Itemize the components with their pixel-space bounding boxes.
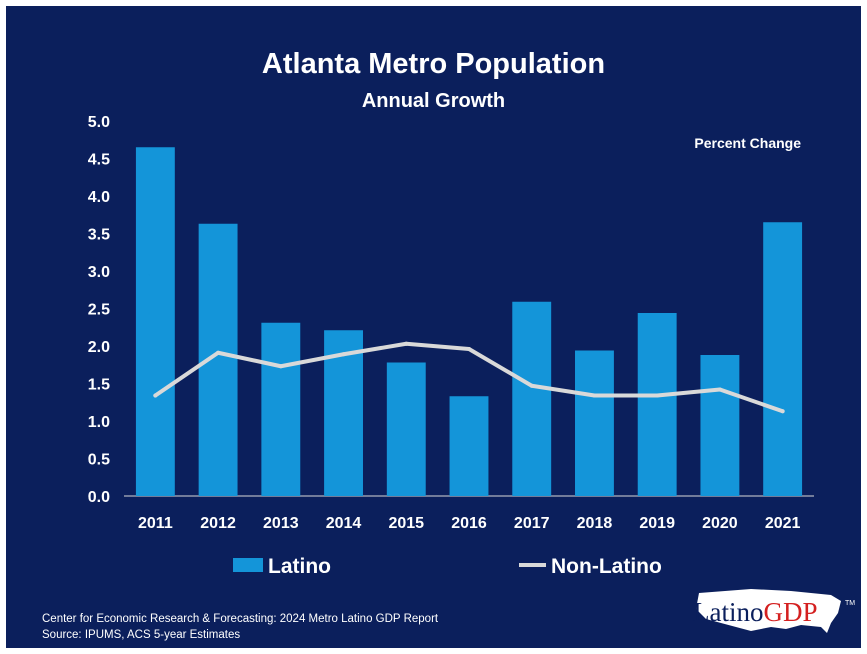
trademark-mark: TM — [845, 600, 855, 607]
bar-2017 — [512, 301, 552, 496]
y-tick-label: 1.0 — [88, 414, 110, 431]
y-tick-label: 2.0 — [88, 339, 110, 356]
x-tick-label: 2013 — [263, 515, 299, 532]
y-tick-label: 4.0 — [88, 189, 110, 206]
footer-credit: Center for Economic Research & Forecasti… — [42, 613, 439, 625]
line-point-2021 — [780, 409, 785, 414]
chart-plot: 0.0 0.5 1.0 1.5 2.0 2.5 3.0 3.5 4.0 4.5 5.0 2011 201… — [88, 114, 814, 578]
y-tick-label: 2.5 — [88, 302, 110, 319]
logo-text: LatinoGDP — [693, 597, 818, 627]
y-tick-label: 4.5 — [88, 152, 110, 169]
line-point-2013 — [278, 364, 283, 369]
x-tick-label: 2018 — [577, 515, 613, 532]
bar-2020 — [700, 355, 740, 496]
x-tick-label: 2019 — [639, 515, 675, 532]
bar-2021 — [763, 222, 803, 496]
chart-subtitle: Annual Growth — [361, 90, 506, 112]
x-tick-label: 2021 — [765, 515, 801, 532]
x-tick-label: 2016 — [451, 515, 487, 532]
line-point-2014 — [341, 352, 346, 357]
y-tick-label: 3.5 — [88, 227, 110, 244]
legend-label-latino: Latino — [268, 555, 331, 578]
latinogdp-logo: LatinoGDP TM — [693, 589, 855, 633]
line-point-2019 — [655, 393, 660, 398]
chart-slide: Atlanta Metro Population Annual Growth 0… — [6, 6, 861, 648]
x-tick-label: 2015 — [388, 515, 424, 532]
line-point-2012 — [216, 350, 221, 355]
y-tick-label: 3.0 — [88, 264, 110, 281]
line-point-2018 — [592, 393, 597, 398]
us-map-icon — [696, 589, 841, 633]
bar-2019 — [637, 313, 677, 496]
x-tick-label: 2014 — [326, 515, 362, 532]
axis-labels: 0.0 0.5 1.0 1.5 2.0 2.5 3.0 3.5 4.0 4.5 5.0 2011 201… — [88, 114, 801, 532]
bar-2016 — [449, 396, 489, 496]
bar-2015 — [386, 362, 426, 496]
line-point-2017 — [529, 383, 534, 388]
legend-label-non-latino: Non-Latino — [551, 555, 662, 578]
bar-2018 — [575, 350, 614, 496]
unit-note: Percent Change — [694, 135, 801, 151]
y-tick-label: 1.5 — [88, 377, 110, 394]
legend: Latino Non-Latino — [233, 555, 662, 578]
line-point-2015 — [404, 341, 409, 346]
x-tick-label: 2017 — [514, 515, 550, 532]
bar-series — [135, 147, 803, 496]
x-tick-label: 2012 — [200, 515, 236, 532]
x-tick-label: 2011 — [138, 515, 173, 532]
bar-2013 — [261, 322, 301, 496]
y-tick-label: 5.0 — [88, 114, 110, 131]
y-tick-label: 0.0 — [88, 489, 110, 506]
y-tick-label: 0.5 — [88, 452, 110, 469]
bar-2011 — [135, 147, 175, 496]
x-tick-label: 2020 — [702, 515, 738, 532]
line-point-2020 — [717, 387, 722, 392]
legend-swatch-latino — [233, 558, 263, 572]
chart-title: Atlanta Metro Population — [261, 48, 606, 80]
line-point-2011 — [153, 393, 158, 398]
line-series — [153, 341, 785, 414]
footer-source: Source: IPUMS, ACS 5-year Estimates — [42, 629, 241, 641]
line-point-2016 — [467, 347, 471, 351]
